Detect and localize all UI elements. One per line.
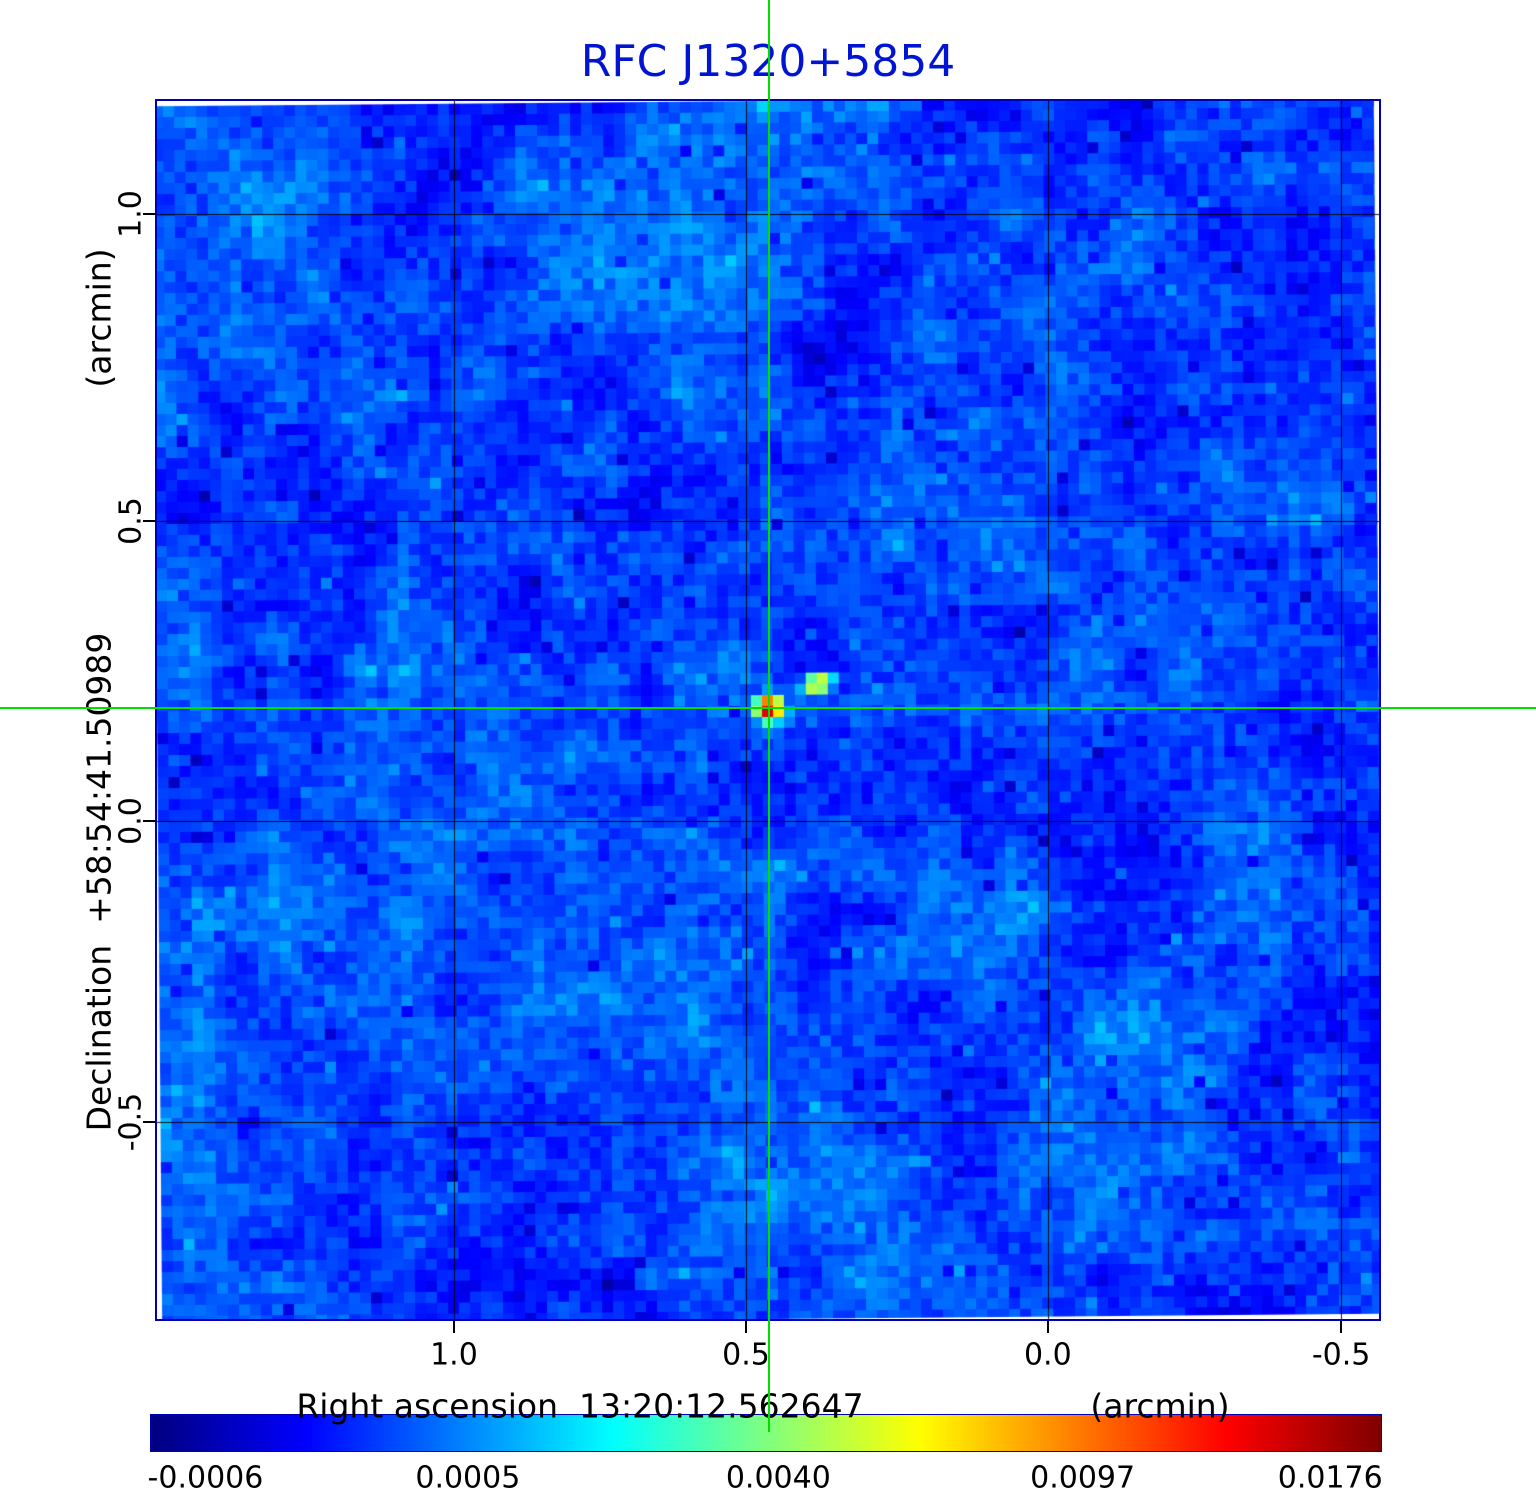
x-axis-unit: (arcmin) xyxy=(1090,1386,1230,1426)
x-tick-label--0.5: -0.5 xyxy=(1311,1337,1371,1373)
crosshair-vertical-line xyxy=(768,0,770,1432)
colorbar xyxy=(150,1414,1382,1452)
colorbar-tick-label-0.0040: 0.0040 xyxy=(725,1460,831,1496)
y-tickmark-0.0 xyxy=(143,819,155,822)
x-tick-label-1.0: 1.0 xyxy=(430,1337,478,1373)
figure-title: RFC J1320+5854 xyxy=(580,36,956,87)
y-tickmark--0.5 xyxy=(143,1120,155,1123)
y-tickmark-1.0 xyxy=(143,213,155,216)
x-tickmark--0.5 xyxy=(1340,1321,1343,1333)
y-axis-unit: (arcmin) xyxy=(79,248,119,388)
x-tickmark-1.0 xyxy=(452,1321,455,1333)
colorbar-tick-label--0.0006: -0.0006 xyxy=(147,1460,264,1496)
colorbar-tick-label-0.0005: 0.0005 xyxy=(415,1460,521,1496)
y-tickmark-0.5 xyxy=(143,520,155,523)
x-axis-label: Right ascension 13:20:12.562647 xyxy=(296,1386,864,1426)
x-tick-label-0.0: 0.0 xyxy=(1023,1337,1072,1373)
colorbar-gradient xyxy=(151,1415,1381,1451)
colorbar-tick-label-0.0097: 0.0097 xyxy=(1030,1460,1136,1496)
x-tick-label-0.5: 0.5 xyxy=(722,1337,770,1373)
x-tickmark-0.5 xyxy=(745,1321,747,1333)
x-tickmark-0.0 xyxy=(1046,1321,1049,1333)
colorbar-tick-label-0.0176: 0.0176 xyxy=(1277,1460,1383,1496)
